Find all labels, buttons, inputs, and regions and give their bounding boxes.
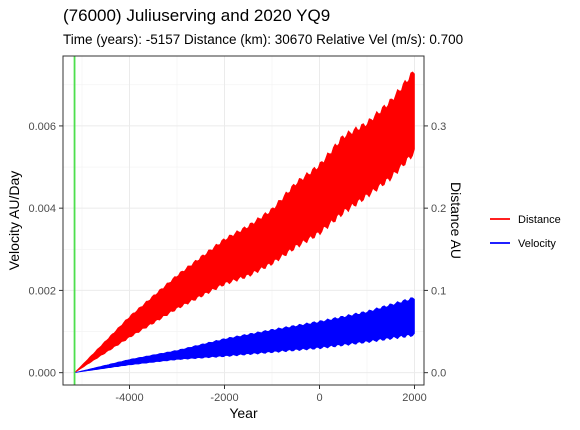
y2-tick-label: 0.1 bbox=[431, 285, 446, 297]
x-tick-label: 2000 bbox=[402, 392, 426, 404]
x-tick-label: -2000 bbox=[210, 392, 238, 404]
y2-axis-title: Distance AU bbox=[448, 182, 464, 259]
chart-subtitle: Time (years): -5157 Distance (km): 30670… bbox=[63, 32, 463, 47]
distance-band bbox=[74, 71, 415, 373]
series-layer bbox=[74, 71, 415, 373]
legend-label-velocity: Velocity bbox=[518, 238, 556, 250]
y2-tick-label: 0.3 bbox=[431, 121, 446, 133]
legend-label-distance: Distance bbox=[518, 214, 561, 226]
axis-layer: -4000 -2000 0 2000 0.000 0.002 0.004 0.006 0.0 0.… bbox=[28, 121, 446, 404]
legend: Distance Velocity bbox=[490, 214, 561, 250]
x-axis-title: Year bbox=[229, 405, 258, 421]
y-tick-label: 0.006 bbox=[28, 121, 56, 133]
velocity-band bbox=[74, 297, 415, 373]
plot-border bbox=[62, 55, 425, 386]
x-tick-label: -4000 bbox=[115, 392, 143, 404]
x-tick-label: 0 bbox=[316, 392, 322, 404]
y2-tick-label: 0.2 bbox=[431, 203, 446, 215]
y2-tick-label: 0.0 bbox=[431, 368, 446, 380]
y-tick-label: 0.000 bbox=[28, 368, 56, 380]
y-tick-label: 0.002 bbox=[28, 285, 56, 297]
chart-title: (76000) Juliuserving and 2020 YQ9 bbox=[63, 6, 330, 25]
y-tick-label: 0.004 bbox=[28, 203, 56, 215]
y-axis-title: Velocity AU/Day bbox=[6, 171, 22, 271]
